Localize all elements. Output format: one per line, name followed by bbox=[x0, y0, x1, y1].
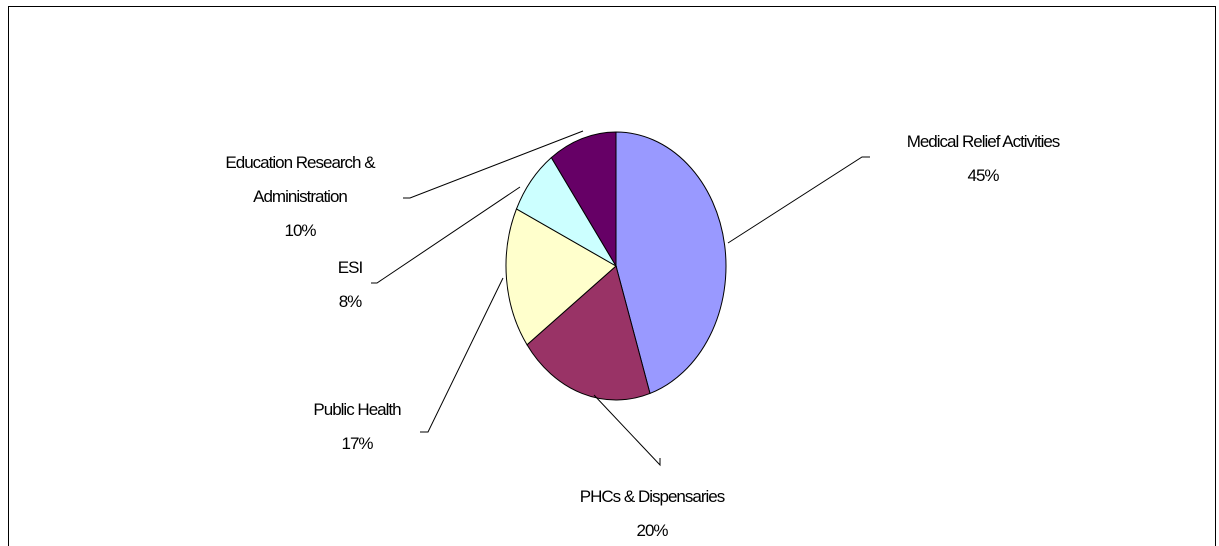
slice-label: ESI 8% bbox=[290, 251, 410, 319]
frame bbox=[8, 6, 1216, 546]
category-label: Public Health bbox=[313, 400, 401, 419]
leader-lines bbox=[371, 130, 870, 467]
pie-slice bbox=[615, 131, 727, 395]
category-label: Medical Relief Activities bbox=[906, 132, 1061, 151]
value-label: 10% bbox=[284, 221, 316, 240]
slice-label: Medical Relief Activities 45% bbox=[853, 125, 1113, 193]
leader-line bbox=[420, 277, 504, 433]
slice-label: Public Health 17% bbox=[257, 393, 457, 461]
pie-slice bbox=[550, 131, 617, 268]
pie bbox=[505, 131, 727, 401]
slice-label: PHCs & Dispensaries 20% bbox=[522, 480, 782, 546]
category-label: ESI bbox=[337, 258, 363, 277]
leader-line bbox=[593, 394, 661, 467]
value-label: 17% bbox=[341, 434, 373, 453]
leader-line bbox=[727, 156, 870, 244]
slice-label: Education Research & Administration 10% bbox=[200, 146, 400, 248]
value-label: 20% bbox=[636, 521, 668, 540]
pie-slice bbox=[505, 208, 617, 346]
value-label: 45% bbox=[967, 166, 999, 185]
pie-slice bbox=[526, 265, 651, 401]
category-label: PHCs & Dispensaries bbox=[579, 487, 725, 506]
leader-line bbox=[371, 186, 521, 284]
category-label: Education Research & Administration bbox=[225, 153, 375, 206]
value-label: 8% bbox=[338, 292, 363, 311]
leader-line bbox=[403, 130, 584, 199]
